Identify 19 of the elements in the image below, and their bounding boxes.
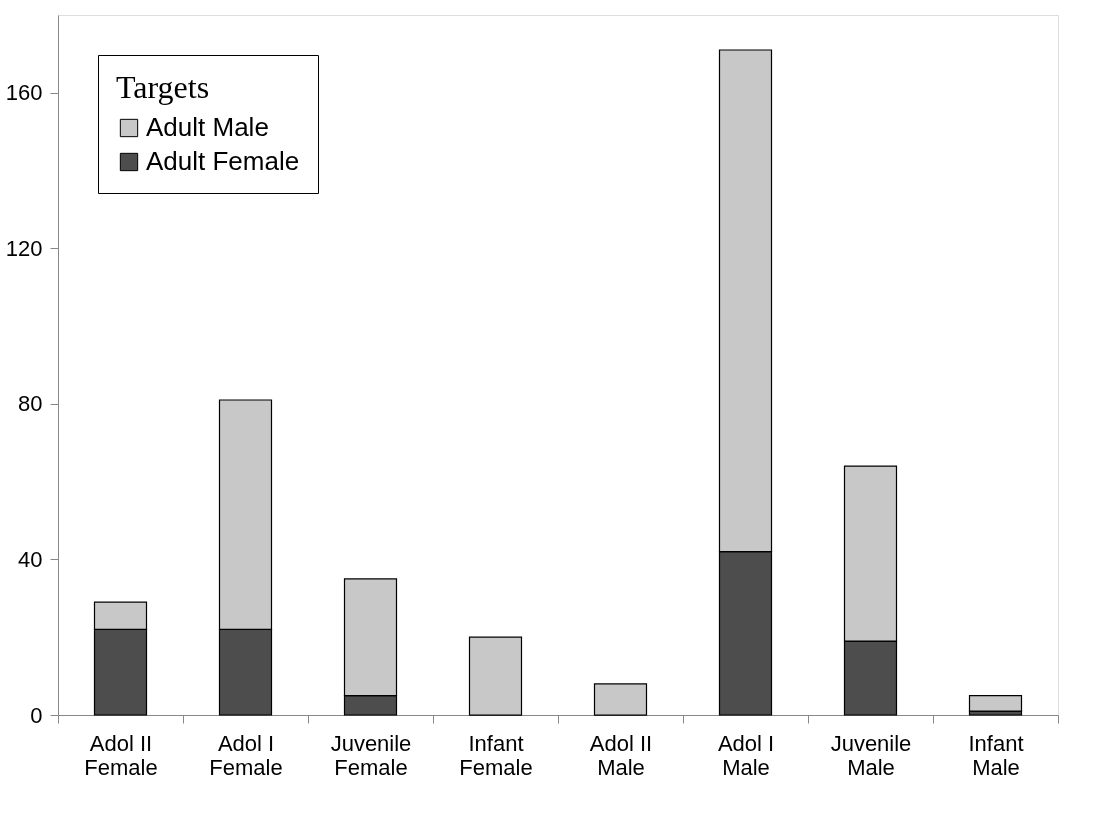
x-tick-label: Adol II Female bbox=[84, 730, 158, 780]
bar bbox=[468, 636, 523, 716]
y-tick-label: 80 bbox=[18, 391, 43, 417]
y-tick-label: 0 bbox=[30, 702, 43, 728]
legend-title: Targets bbox=[116, 69, 210, 105]
y-tick-label: 160 bbox=[5, 80, 43, 106]
x-tick-label: Juvenile Female bbox=[330, 730, 412, 780]
x-tick-label: Juvenile Male bbox=[830, 730, 912, 780]
bar bbox=[968, 694, 1023, 712]
legend-label: Adult Female bbox=[146, 146, 300, 176]
x-tick-label: Infant Female bbox=[459, 730, 533, 780]
x-tick-label: Adol I Female bbox=[209, 730, 283, 780]
x-tick-label: Adol I Male bbox=[717, 730, 775, 780]
y-tick-label: 120 bbox=[5, 235, 43, 261]
x-tick-label: Infant Male bbox=[968, 730, 1024, 780]
y-tick-label: 40 bbox=[18, 546, 43, 572]
legend-label: Adult Male bbox=[146, 112, 269, 142]
bar bbox=[593, 683, 648, 716]
x-tick-label: Adol II Male bbox=[589, 730, 653, 780]
